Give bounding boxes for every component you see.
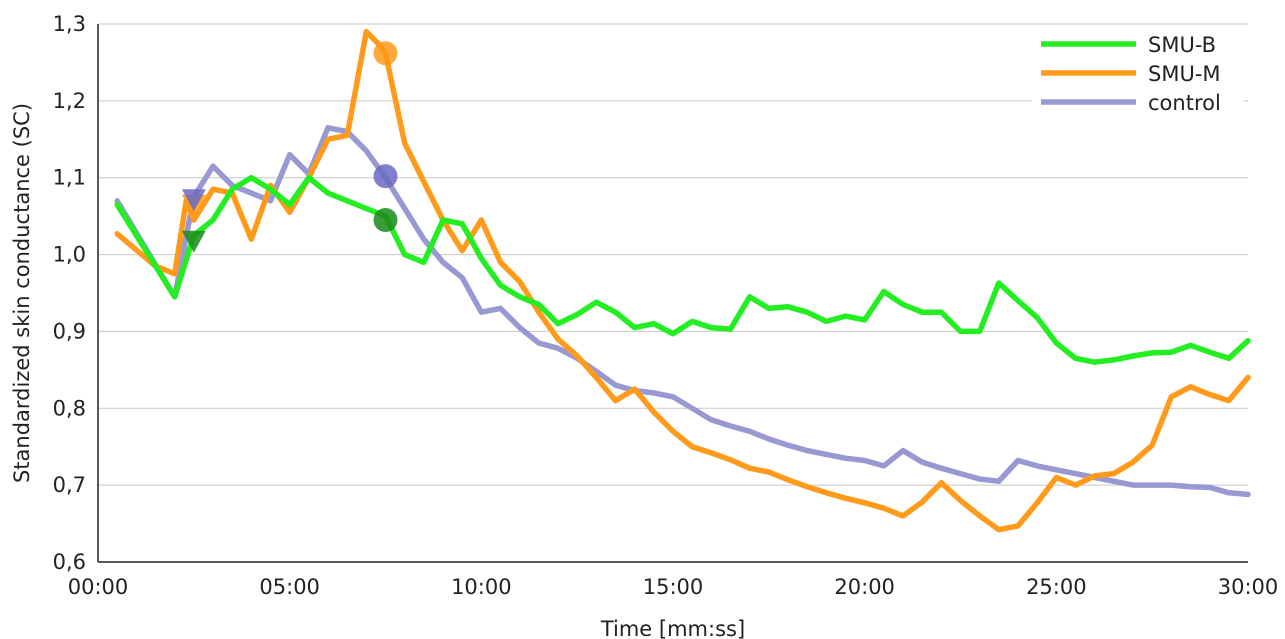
legend-label-control: control [1148, 91, 1221, 115]
x-tick-label: 30:00 [1218, 575, 1279, 599]
y-axis-label: Standardized skin conductance (SC) [10, 103, 34, 483]
y-tick-label: 0,8 [53, 396, 86, 420]
x-tick-label: 05:00 [259, 575, 320, 599]
axes [97, 24, 1248, 563]
y-tick-label: 1,0 [53, 243, 86, 267]
x-tick-label: 25:00 [1026, 575, 1087, 599]
x-tick-label: 00:00 [68, 575, 129, 599]
triangle-marker-smu-b [181, 230, 206, 253]
series-lines [114, 28, 1251, 533]
x-tick-label: 15:00 [643, 575, 704, 599]
series-line-smu-b [114, 174, 1251, 365]
x-axis-label: Time [mm:ss] [600, 617, 745, 639]
y-tick-label: 0,6 [53, 550, 86, 574]
legend-label-smu-m: SMU-M [1148, 62, 1221, 86]
circle-marker-control [373, 164, 398, 189]
x-tick-label: 20:00 [834, 575, 895, 599]
y-tick-label: 0,9 [53, 319, 86, 343]
x-tick-label: 10:00 [451, 575, 512, 599]
series-line-control [114, 125, 1251, 498]
x-tick-labels: 00:00 05:00 10:00 15:00 20:00 25:00 30:00 [68, 575, 1279, 599]
event-markers [181, 41, 398, 253]
y-tick-label: 0,7 [53, 473, 86, 497]
circle-marker-smu-b [373, 207, 398, 232]
y-tick-label: 1,3 [53, 12, 86, 36]
legend-label-smu-b: SMU-B [1148, 33, 1216, 57]
y-tick-labels: 0,6 0,7 0,8 0,9 1,0 1,1 1,2 1,3 [53, 12, 86, 574]
y-tick-label: 1,1 [53, 166, 86, 190]
legend: SMU-B SMU-M control [1032, 26, 1244, 122]
circle-marker-smu-m [373, 41, 398, 66]
y-tick-label: 1,2 [53, 89, 86, 113]
triangle-marker-control [181, 189, 206, 212]
